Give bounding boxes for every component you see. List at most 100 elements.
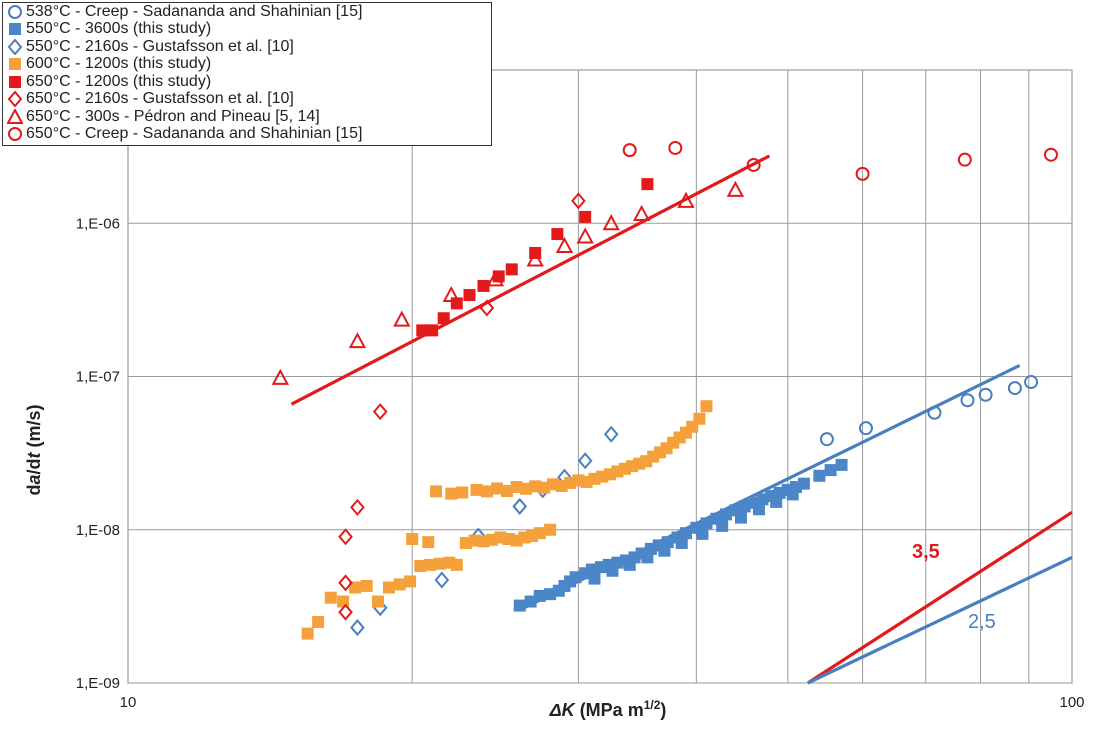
data-point xyxy=(603,425,619,443)
data-point xyxy=(927,405,942,420)
data-point xyxy=(360,579,373,592)
data-point xyxy=(602,214,620,231)
data-point xyxy=(500,485,513,498)
data-point xyxy=(679,527,692,540)
slope-label: 3,5 xyxy=(912,541,940,563)
data-point xyxy=(677,191,695,208)
data-point xyxy=(437,312,450,325)
data-point xyxy=(512,497,528,515)
data-point xyxy=(734,511,747,524)
data-point xyxy=(770,495,783,508)
data-point xyxy=(7,91,23,108)
data-point xyxy=(700,400,713,413)
data-point xyxy=(1043,147,1058,162)
legend-label: 650°C - 1200s (this study) xyxy=(26,72,212,90)
fit-line xyxy=(290,154,771,406)
data-point xyxy=(524,595,537,608)
data-point xyxy=(416,324,429,337)
data-point xyxy=(8,127,22,142)
legend-marker xyxy=(9,75,21,88)
data-point xyxy=(382,581,395,594)
data-point xyxy=(312,616,325,629)
data-point xyxy=(372,403,388,421)
data-point xyxy=(585,563,598,576)
y-axis-label: da/dt (m/s) xyxy=(24,404,44,495)
data-point xyxy=(526,250,544,267)
data-point xyxy=(576,227,594,244)
slope-label: 2,5 xyxy=(968,611,996,633)
legend-marker xyxy=(8,127,22,142)
data-point xyxy=(338,603,353,621)
legend-label: 650°C - Creep - Sadananda and Shahinian … xyxy=(26,125,363,143)
legend-marker xyxy=(7,38,23,55)
data-point xyxy=(450,558,463,571)
data-point xyxy=(9,58,21,71)
data-point xyxy=(978,387,993,402)
data-point xyxy=(719,508,732,521)
data-point xyxy=(641,551,654,564)
legend-marker xyxy=(7,108,23,124)
data-point xyxy=(819,432,834,447)
data-point xyxy=(696,527,709,540)
data-point xyxy=(835,458,848,471)
data-point xyxy=(393,578,406,591)
data-point xyxy=(579,210,592,223)
legend-label: 550°C - 2160s - Gustafsson et al. [10] xyxy=(26,37,294,55)
data-point xyxy=(350,619,365,637)
legend-label: 538°C - Creep - Sadananda and Shahinian … xyxy=(26,2,363,20)
data-point xyxy=(813,469,826,482)
data-point xyxy=(301,627,314,640)
data-point xyxy=(433,557,446,570)
legend-entry: 650°C - 1200s (this study) xyxy=(7,73,491,91)
data-point xyxy=(406,533,419,546)
data-point xyxy=(271,368,290,385)
legend-label: 650°C - 2160s - Gustafsson et al. [10] xyxy=(26,90,294,108)
data-point xyxy=(641,178,654,191)
data-point xyxy=(371,595,384,608)
data-point xyxy=(529,480,542,493)
data-point xyxy=(338,528,353,546)
data-point xyxy=(338,574,353,592)
data-point xyxy=(569,571,582,584)
legend: 538°C - Creep - Sadananda and Shahinian … xyxy=(2,2,492,146)
data-point xyxy=(544,523,557,536)
data-point xyxy=(623,558,636,571)
data-point xyxy=(632,204,651,221)
data-point xyxy=(9,23,21,36)
data-point xyxy=(746,157,761,172)
data-point xyxy=(445,487,458,500)
data-point xyxy=(577,452,593,470)
data-point xyxy=(8,4,22,19)
data-point xyxy=(350,498,365,516)
data-point xyxy=(404,575,417,588)
legend-marker xyxy=(9,23,21,36)
data-point xyxy=(726,180,745,197)
data-point xyxy=(7,38,23,55)
legend-marker xyxy=(9,58,21,71)
data-point xyxy=(442,285,460,303)
slope-line xyxy=(807,555,1073,685)
legend-label: 550°C - 3600s (this study) xyxy=(26,20,212,38)
data-point xyxy=(555,236,574,254)
data-point xyxy=(349,581,362,594)
data-point xyxy=(738,500,751,513)
data-point xyxy=(491,482,504,495)
data-point xyxy=(533,527,546,540)
data-point xyxy=(9,75,21,88)
data-point xyxy=(324,591,337,604)
data-point xyxy=(675,536,688,549)
data-point xyxy=(430,485,443,498)
data-point xyxy=(858,421,873,436)
legend-label: 600°C - 1200s (this study) xyxy=(26,55,212,73)
data-point xyxy=(463,289,476,302)
y-tick-label: 1,E-06 xyxy=(76,215,120,232)
data-point xyxy=(752,503,765,516)
y-tick-label: 1,E-07 xyxy=(76,369,120,386)
data-point xyxy=(1007,381,1022,396)
data-point xyxy=(571,192,586,210)
y-tick-label: 1,E-09 xyxy=(76,675,120,692)
data-point xyxy=(477,279,490,292)
data-point xyxy=(470,483,483,496)
data-point xyxy=(533,589,546,602)
